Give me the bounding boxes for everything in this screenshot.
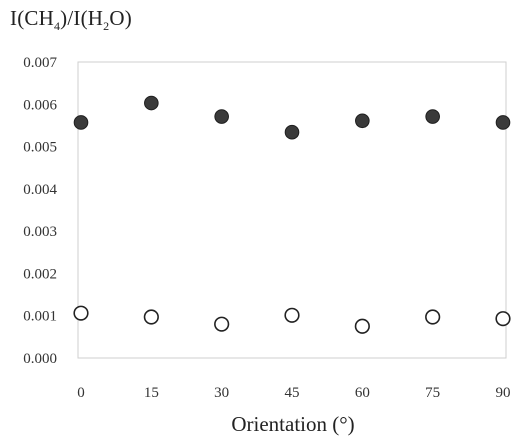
y-tick-label: 0.001 xyxy=(23,309,57,325)
x-tick-label: 30 xyxy=(214,385,229,401)
y-axis-label: I(CH4)/I(H2O) xyxy=(10,6,132,34)
y-label-part-3: O) xyxy=(109,6,132,30)
y-label-part-1: I(CH xyxy=(10,6,54,30)
data-points xyxy=(73,95,511,334)
filled-data-point xyxy=(214,109,229,124)
y-tick-label: 0.003 xyxy=(23,224,57,240)
open-data-point xyxy=(143,309,159,325)
open-data-point xyxy=(354,318,370,334)
x-tick-label: 90 xyxy=(496,385,511,401)
filled-data-point xyxy=(495,115,511,130)
y-label-part-2: )/I(H xyxy=(60,6,104,30)
y-label-sub-1: 4 xyxy=(53,19,61,34)
open-data-point xyxy=(425,309,441,325)
open-data-point xyxy=(214,316,230,332)
x-tick-label: 75 xyxy=(425,385,440,401)
filled-data-point xyxy=(144,95,159,111)
y-tick-label: 0.004 xyxy=(23,182,57,198)
x-tick-label: 60 xyxy=(355,385,370,401)
open-data-point xyxy=(284,307,300,323)
open-data-point xyxy=(73,305,89,321)
open-data-point xyxy=(495,311,511,327)
filled-data-point xyxy=(355,113,370,129)
filled-data-point xyxy=(284,124,300,140)
y-tick-label: 0.002 xyxy=(23,266,57,282)
y-label-sub-2: 2 xyxy=(103,19,110,34)
x-axis-ticks: 0 15 30 45 60 75 90 xyxy=(77,385,510,401)
filled-data-point xyxy=(73,115,89,130)
y-tick-label: 0.000 xyxy=(23,351,57,367)
x-tick-label: 15 xyxy=(144,385,159,401)
y-tick-label: 0.005 xyxy=(23,140,57,156)
x-axis-label: Orientation (°) xyxy=(231,412,354,436)
y-tick-label: 0.006 xyxy=(23,97,57,113)
x-tick-label: 0 xyxy=(77,385,85,401)
plot-area xyxy=(77,61,507,359)
y-tick-label: 0.007 xyxy=(23,55,57,71)
y-axis-ticks: 0.000 0.001 0.002 0.003 0.004 0.005 0.006 0.007 xyxy=(23,55,57,367)
x-tick-label: 45 xyxy=(285,385,300,401)
filled-data-point xyxy=(425,109,440,124)
